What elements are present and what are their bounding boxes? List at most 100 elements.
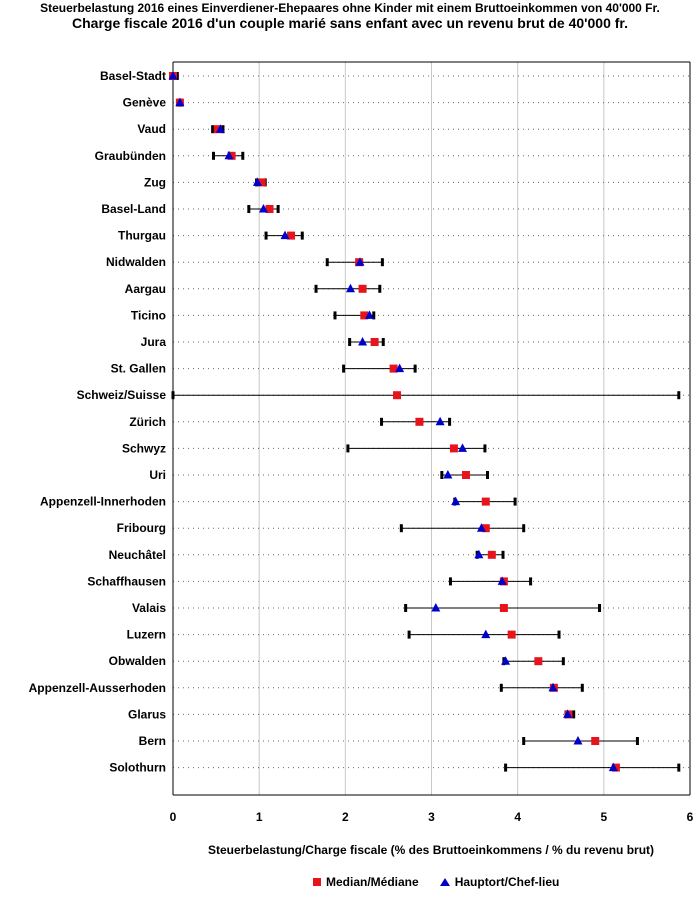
- x-tick-label: 6: [687, 810, 694, 824]
- row-label: Appenzell-Innerhoden: [40, 495, 166, 509]
- median-marker: [393, 391, 402, 400]
- axes: [172, 61, 691, 796]
- row-18: Neuchâtel: [109, 548, 505, 562]
- median-marker: [265, 205, 274, 213]
- legend-item-capital: Hauptort/Chef-lieu: [439, 875, 560, 889]
- range-max-cap: [522, 524, 526, 533]
- range-min-cap: [264, 231, 268, 240]
- range-min-cap: [440, 471, 444, 479]
- range-max-cap: [486, 471, 490, 479]
- range-max-cap: [561, 657, 565, 666]
- row-label: Jura: [141, 335, 167, 349]
- range-max-cap: [413, 364, 417, 373]
- row-label: Genève: [123, 96, 167, 110]
- row-label: Thurgau: [118, 229, 166, 243]
- range-min-cap: [380, 417, 384, 426]
- row-label: Bern: [139, 734, 166, 748]
- capital-marker: [443, 470, 453, 479]
- row-label: Appenzell-Ausserhoden: [29, 681, 166, 695]
- row-13: Zürich: [129, 415, 452, 429]
- range-min-cap: [399, 524, 403, 533]
- grid-lines: [258, 62, 605, 795]
- capital-marker: [608, 762, 618, 772]
- row-label: Uri: [149, 468, 166, 482]
- capital-marker: [563, 709, 573, 718]
- row-2: Vaud: [137, 122, 225, 136]
- capital-marker: [346, 283, 356, 293]
- row-label: Vaud: [137, 122, 166, 136]
- capital-marker: [431, 603, 441, 612]
- range-min-cap: [499, 683, 503, 692]
- chart-subtitle: Charge fiscale 2016 d'un couple marié sa…: [72, 15, 628, 31]
- range-max-cap: [241, 151, 245, 160]
- x-tick-label: 5: [600, 810, 607, 824]
- range-max-cap: [372, 311, 376, 320]
- data-rows: Basel-Stadt Genève Vaud Graubünden Zug Basel-…: [29, 69, 681, 775]
- capital-marker: [435, 416, 445, 426]
- range-min-cap: [247, 205, 251, 213]
- range-max-cap: [501, 550, 505, 559]
- row-label: Aargau: [125, 282, 166, 296]
- row-label: Schwyz: [122, 441, 166, 455]
- legend: Median/Médiane Hauptort/Chef-lieu: [312, 875, 579, 889]
- range-min-cap: [211, 151, 215, 160]
- range-max-cap: [557, 630, 561, 639]
- median-marker: [358, 284, 367, 293]
- median-marker: [461, 471, 470, 479]
- range-max-cap: [300, 231, 304, 240]
- row-8: Aargau: [125, 282, 382, 296]
- chart-title: Steuerbelastung 2016 eines Einverdiener-…: [40, 1, 660, 15]
- row-5: Basel-Land: [101, 202, 280, 216]
- legend-triangle-icon: [439, 878, 450, 886]
- x-tick-label: 1: [256, 810, 263, 824]
- row-label: Graubünden: [95, 149, 166, 163]
- row-7: Nidwalden: [106, 255, 384, 269]
- range-max-cap: [677, 391, 681, 400]
- capital-marker: [364, 310, 374, 319]
- median-marker: [257, 178, 266, 187]
- capital-marker: [395, 363, 405, 373]
- x-tick-label: 4: [514, 810, 521, 824]
- capital-marker: [476, 523, 486, 532]
- capital-marker: [258, 204, 268, 213]
- legend-label-capital: Hauptort/Chef-lieu: [454, 875, 560, 889]
- row-22: Obwalden: [109, 654, 565, 668]
- range-max-cap: [175, 72, 179, 80]
- capital-marker: [497, 576, 507, 585]
- legend-square-icon: [313, 878, 321, 886]
- x-tick-label: 2: [342, 810, 349, 824]
- row-21: Luzern: [127, 628, 561, 642]
- range-max-cap: [677, 763, 681, 772]
- range-max-cap: [598, 604, 602, 612]
- row-4: Zug: [144, 175, 267, 189]
- row-label: Schweiz/Suisse: [77, 388, 167, 402]
- row-label: St. Gallen: [111, 362, 166, 376]
- row-6: Thurgau: [118, 229, 304, 243]
- row-25: Bern: [139, 734, 639, 748]
- capital-marker: [501, 656, 511, 665]
- capital-marker: [224, 150, 234, 160]
- row-15: Uri: [149, 468, 490, 482]
- row-label: Basel-Stadt: [100, 69, 166, 83]
- median-marker: [499, 604, 508, 612]
- median-marker: [287, 231, 296, 240]
- range-min-cap: [448, 577, 452, 586]
- x-tick-labels: 0 1 2 3 4 5 6: [170, 810, 694, 824]
- capital-marker: [215, 124, 225, 133]
- x-tick-label: 0: [170, 810, 177, 824]
- median-marker: [449, 444, 458, 453]
- range-min-cap: [342, 364, 346, 373]
- row-label: Valais: [132, 601, 166, 615]
- row-26: Solothurn: [109, 761, 681, 775]
- range-min-cap: [504, 763, 508, 772]
- x-tick-label: 3: [428, 810, 435, 824]
- row-17: Fribourg: [117, 521, 526, 535]
- row-label: Solothurn: [109, 761, 166, 775]
- row-1: Genève: [123, 96, 185, 110]
- row-20: Valais: [132, 601, 602, 615]
- range-max-cap: [580, 683, 584, 692]
- x-axis-label: Steuerbelastung/Charge fiscale (% des Br…: [208, 843, 654, 857]
- capital-marker: [280, 230, 290, 240]
- row-label: Zürich: [129, 415, 166, 429]
- capital-marker: [252, 177, 262, 186]
